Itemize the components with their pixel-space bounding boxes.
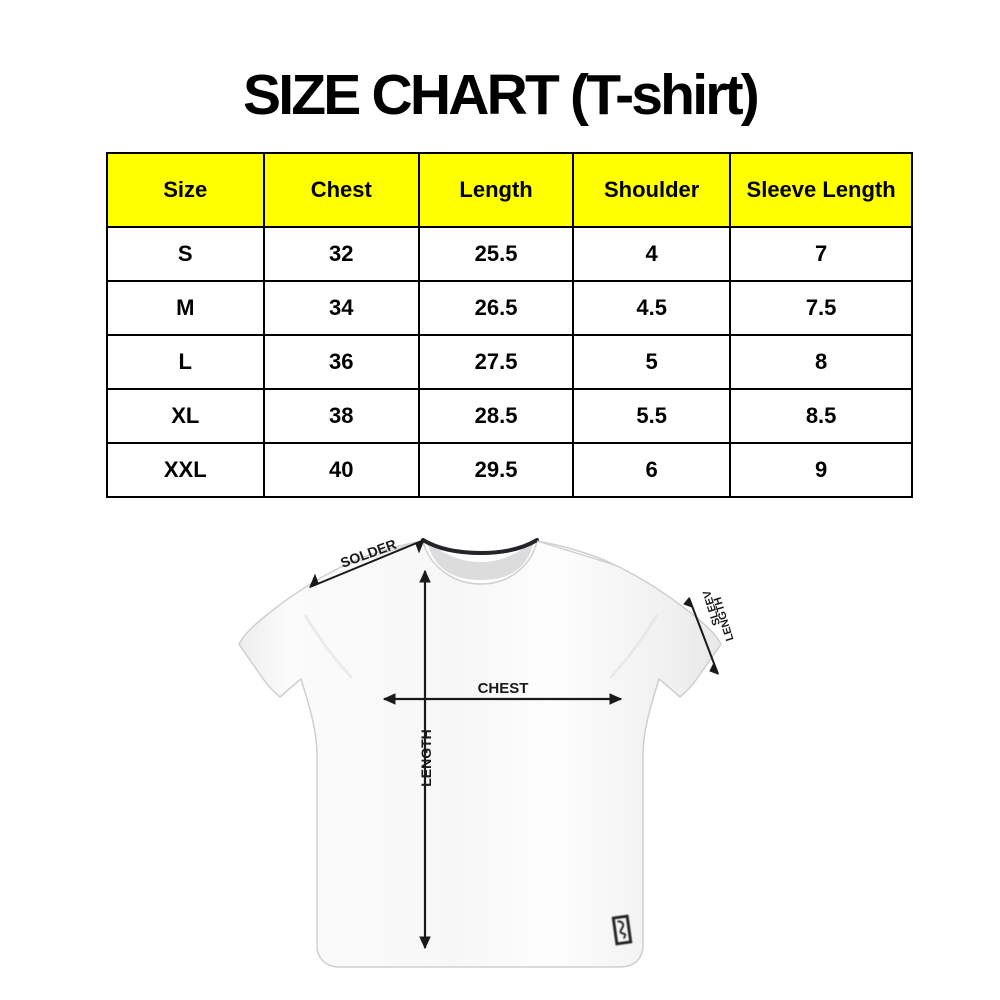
svg-text:CHEST: CHEST — [478, 680, 529, 697]
svg-text:LENGTH: LENGTH — [418, 729, 434, 787]
